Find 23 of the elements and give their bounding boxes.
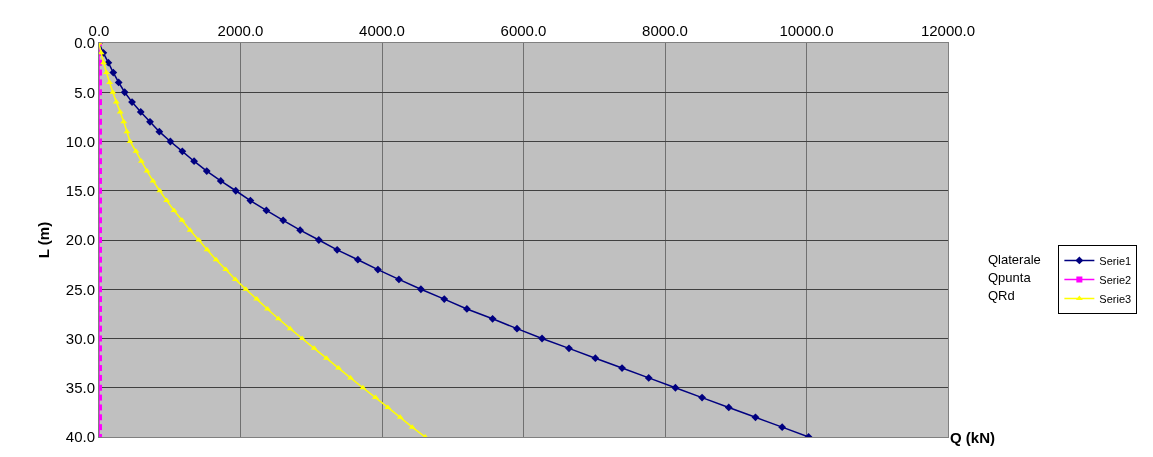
x-tick-label: 8000.0	[642, 22, 688, 39]
y-tick-label: 40.0	[65, 428, 95, 446]
legend-label: Serie3	[1099, 292, 1132, 305]
legend-label: Serie2	[1099, 273, 1132, 286]
text: QRd	[988, 288, 1015, 303]
y-tick-label: 5.0	[74, 83, 95, 101]
x-tick-label: 0.0	[88, 22, 110, 39]
x-tick-label: 6000.0	[500, 22, 547, 39]
y-tick-label: 30.0	[65, 329, 95, 347]
x-tick-label: 4000.0	[359, 22, 405, 39]
text: Qlaterale	[988, 252, 1041, 267]
legend-label: Serie1	[1099, 254, 1132, 267]
text: Qpunta	[988, 270, 1032, 285]
y-tick-label: 20.0	[65, 231, 95, 249]
x-tick-label: 12000.0	[920, 22, 976, 39]
y-tick-label: 25.0	[65, 280, 95, 298]
y-tick-label: 15.0	[65, 182, 95, 199]
y-tick-label: 10.0	[65, 132, 95, 150]
y-tick-label: 35.0	[65, 379, 95, 396]
x-tick-label: 10000.0	[779, 22, 834, 39]
x-axis-title: Q (kN)	[950, 429, 995, 446]
x-tick-label: 2000.0	[217, 22, 264, 39]
y-axis-title: L (m)	[35, 221, 53, 259]
